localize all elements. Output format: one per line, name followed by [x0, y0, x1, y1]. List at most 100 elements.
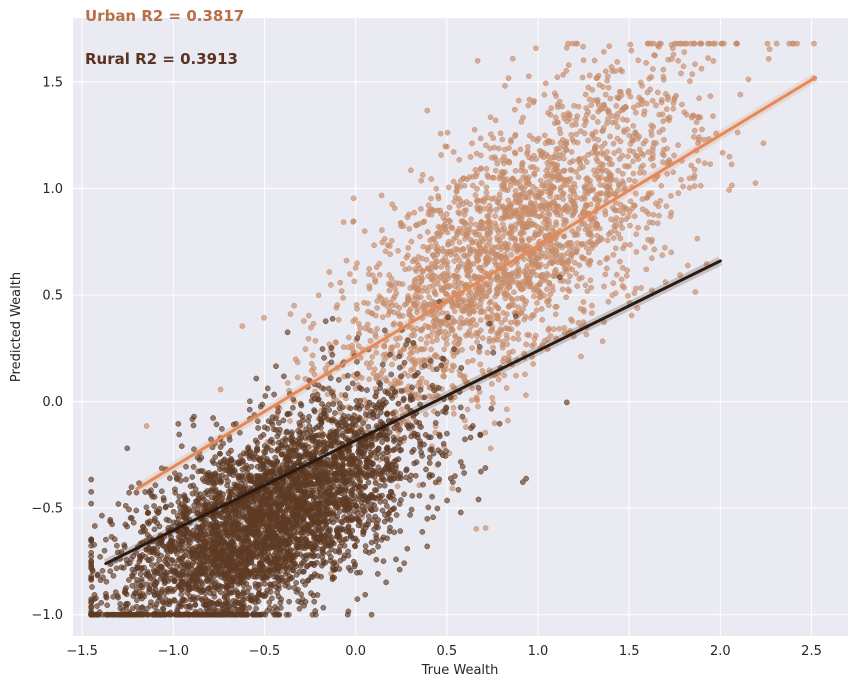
urban-point: [477, 135, 484, 142]
rural-point: [354, 596, 361, 602]
urban-point: [486, 314, 492, 321]
rural-point: [138, 576, 145, 582]
urban-point: [559, 286, 566, 293]
urban-point: [605, 115, 611, 122]
urban-point: [576, 262, 583, 269]
rural-point: [387, 516, 394, 523]
urban-point: [710, 113, 716, 120]
rural-point: [190, 464, 197, 470]
urban-point: [697, 114, 704, 121]
urban-point: [444, 229, 451, 236]
urban-point: [397, 220, 404, 226]
urban-point: [459, 307, 465, 314]
urban-point: [648, 128, 655, 134]
urban-point: [573, 121, 579, 128]
rural-point: [126, 489, 132, 496]
urban-point: [436, 325, 443, 332]
urban-point: [615, 231, 622, 237]
urban-point: [482, 205, 488, 212]
urban-point: [425, 273, 431, 280]
urban-point: [395, 247, 401, 254]
urban-point: [429, 206, 436, 213]
urban-point: [387, 308, 394, 314]
urban-point: [432, 352, 439, 358]
urban-point: [544, 286, 550, 293]
urban-point: [620, 210, 626, 217]
urban-point: [475, 403, 481, 410]
rural-point: [322, 318, 329, 325]
urban-point: [691, 183, 698, 189]
urban-point: [412, 295, 419, 302]
urban-point: [648, 255, 655, 262]
urban-point: [680, 183, 686, 190]
urban-point: [437, 130, 444, 137]
urban-point: [675, 142, 681, 148]
urban-point: [488, 381, 495, 387]
urban-point: [467, 201, 473, 208]
urban-point: [357, 325, 364, 331]
urban-point: [382, 297, 389, 304]
urban-point: [456, 225, 463, 232]
urban-point: [515, 336, 522, 343]
urban-point: [287, 418, 293, 424]
rural-point: [430, 514, 436, 521]
urban-point: [639, 83, 645, 89]
urban-point: [490, 135, 497, 141]
urban-point: [515, 319, 521, 326]
rural-point: [342, 392, 349, 398]
urban-point: [418, 327, 425, 334]
rural-point: [354, 371, 360, 377]
urban-point: [422, 411, 429, 418]
urban-point: [635, 224, 641, 231]
urban-point: [389, 361, 395, 368]
urban-point: [441, 346, 448, 353]
rural-point: [220, 491, 227, 498]
urban-point: [419, 288, 425, 294]
urban-point: [467, 247, 474, 253]
urban-point: [483, 142, 489, 149]
urban-point: [660, 76, 667, 83]
rural-point: [323, 530, 330, 536]
urban-point: [691, 172, 698, 179]
rural-point: [115, 501, 122, 507]
urban-point: [477, 264, 484, 271]
urban-point: [429, 338, 436, 345]
urban-point: [457, 247, 464, 254]
urban-point: [545, 254, 552, 260]
urban-point: [473, 255, 480, 261]
urban-point: [560, 112, 567, 118]
urban-point: [525, 143, 531, 150]
urban-point: [645, 149, 652, 155]
urban-point: [683, 40, 690, 47]
urban-point: [621, 127, 627, 134]
rural-point: [381, 518, 388, 525]
urban-point: [366, 283, 373, 289]
urban-point: [492, 167, 499, 174]
urban-point: [380, 367, 387, 374]
urban-point: [451, 198, 458, 205]
rural-point: [421, 394, 428, 401]
urban-point: [662, 279, 669, 285]
urban-point: [737, 91, 744, 98]
urban-point: [718, 40, 725, 47]
urban-point: [366, 266, 373, 272]
urban-point: [580, 299, 587, 305]
urban-point: [631, 178, 638, 185]
urban-point: [553, 303, 560, 310]
rural-point: [391, 529, 398, 536]
urban-point: [519, 237, 525, 244]
urban-point: [464, 272, 471, 279]
urban-point: [554, 119, 561, 126]
urban-point: [494, 312, 501, 319]
urban-point: [305, 335, 312, 342]
urban-point: [523, 392, 529, 399]
urban-point: [518, 185, 524, 191]
urban-point: [386, 287, 393, 294]
urban-point: [354, 260, 360, 267]
urban-point: [502, 83, 508, 89]
rural-point: [284, 329, 291, 336]
urban-point: [606, 170, 612, 176]
urban-point: [526, 332, 533, 338]
urban-point: [460, 320, 466, 327]
urban-point: [604, 237, 611, 244]
